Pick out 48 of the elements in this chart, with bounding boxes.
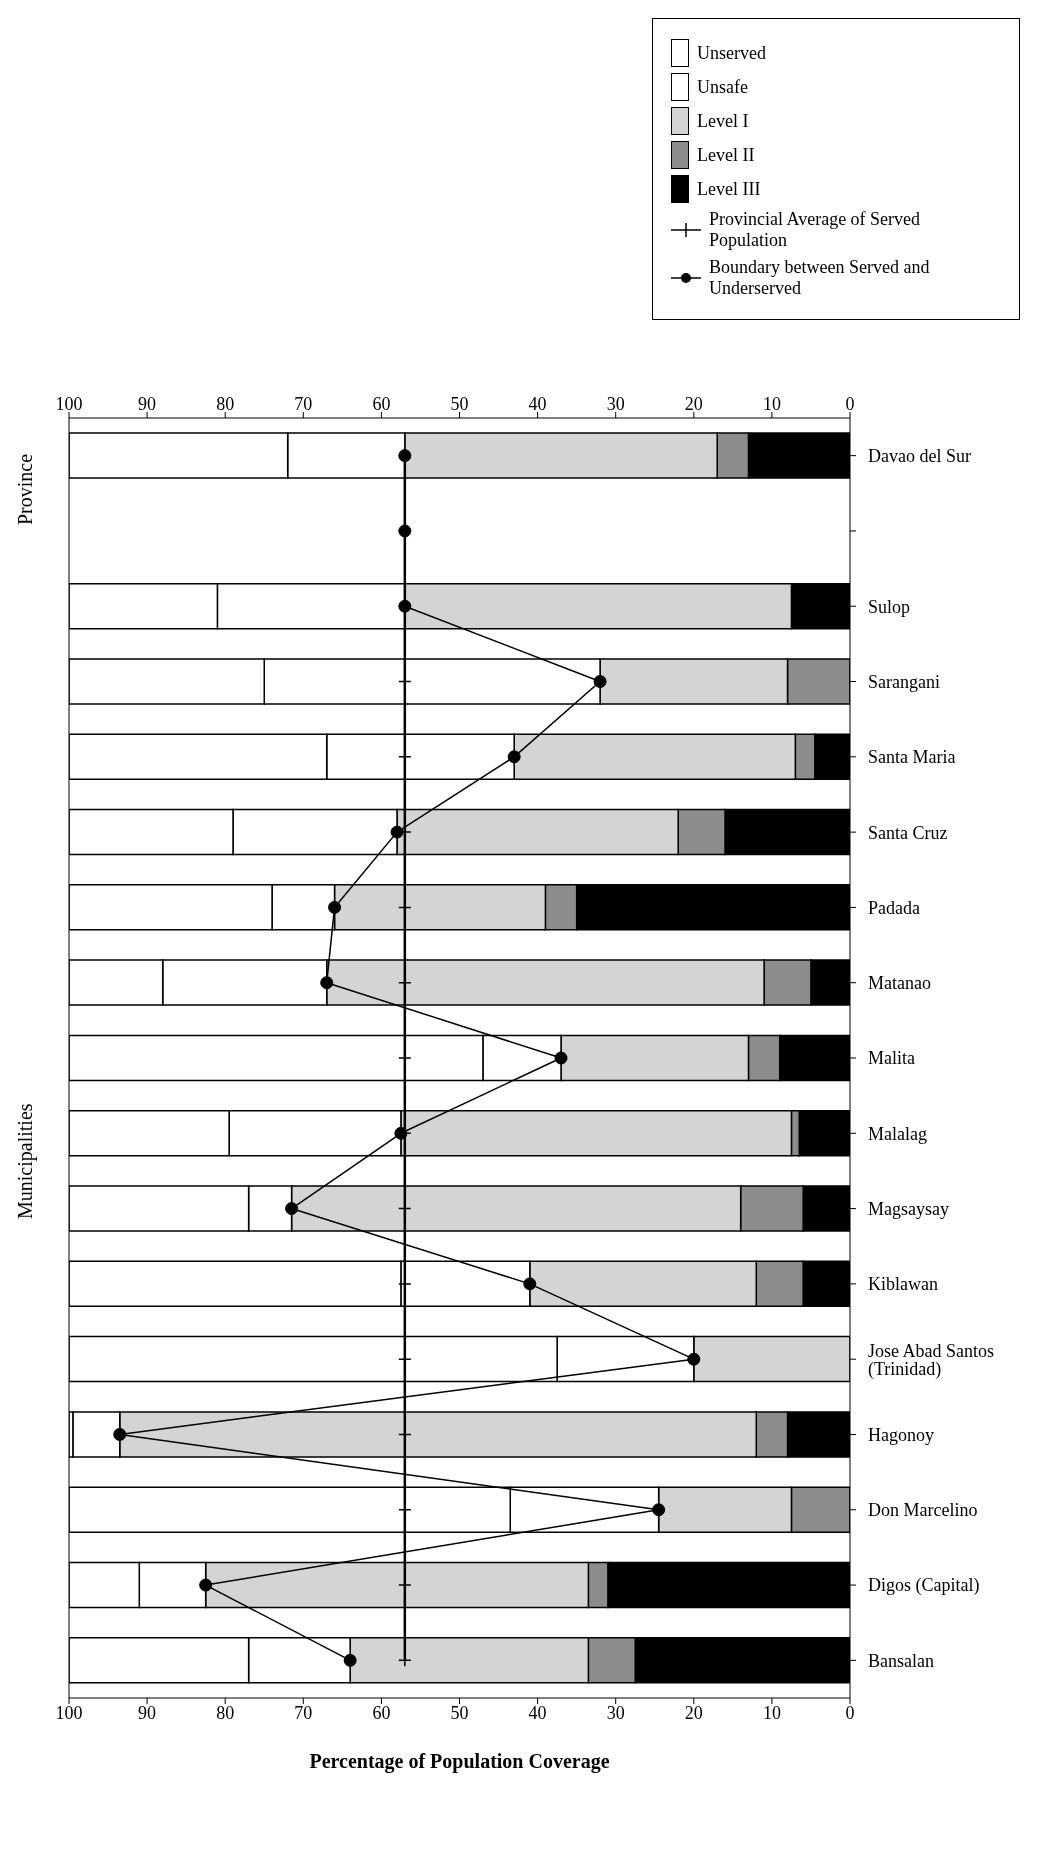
y-tick-label: Magsaysay — [868, 1198, 949, 1219]
y-tick-label: Matanao — [868, 973, 931, 994]
x2-tick-label: 0 — [845, 394, 855, 414]
x-tick-label: 20 — [684, 1702, 703, 1723]
y-tick-label: Digos (Capital) — [868, 1575, 980, 1597]
x2-tick-label: 100 — [55, 394, 83, 414]
y-tick-label: Davao del Sur — [868, 446, 971, 467]
legend-label: Boundary between Served and Underserved — [709, 257, 931, 299]
x2-tick-label: 90 — [138, 394, 157, 414]
x-tick-label: 50 — [450, 1702, 469, 1723]
legend-label: Level I — [697, 110, 749, 132]
y-tick-label: Jose Abad Santos (Trinidad) — [868, 1340, 994, 1380]
x-tick-label: 80 — [216, 1702, 235, 1723]
y-tick-label: Bansalan — [868, 1650, 934, 1671]
legend-label: Level III — [697, 178, 761, 200]
x-tick-label: 30 — [606, 1702, 625, 1723]
y-tick-label: Malita — [868, 1048, 915, 1069]
legend-label: Unserved — [697, 42, 766, 64]
x2-tick-label: 20 — [684, 394, 703, 414]
y-tick-label: Hagonoy — [868, 1424, 934, 1445]
x2-tick-label: 70 — [294, 394, 313, 414]
x2-tick-label: 60 — [372, 394, 391, 414]
y-tick-label: Don Marcelino — [868, 1500, 978, 1521]
text: Province — [14, 453, 37, 526]
x-tick-label: 10 — [762, 1702, 781, 1723]
y-tick-label: Sarangani — [868, 671, 940, 692]
x2-tick-label: 10 — [762, 394, 781, 414]
x-tick-label: 100 — [55, 1702, 83, 1723]
y-tick-label: Kiblawan — [868, 1274, 938, 1295]
legend-label: Level II — [697, 144, 755, 166]
x2-tick-label: 80 — [216, 394, 235, 414]
text: Municipalities — [14, 1103, 37, 1219]
x-tick-label: 60 — [372, 1702, 391, 1723]
x2-tick-label: 30 — [606, 394, 625, 414]
legend-label: Provincial Average of Served Population — [709, 209, 922, 251]
legend-label: Unsafe — [697, 76, 748, 98]
y-tick-label: Santa Maria — [868, 747, 956, 768]
x-tick-label: 90 — [138, 1702, 157, 1723]
y-tick-label: Santa Cruz — [868, 822, 948, 843]
x-axis-title: Percentage of Population Coverage — [309, 1750, 610, 1773]
x-tick-label: 0 — [845, 1702, 855, 1723]
y-tick-label: Malalag — [868, 1123, 927, 1144]
y-tick-label: Sulop — [868, 596, 911, 617]
x-tick-label: 70 — [294, 1702, 313, 1723]
x2-tick-label: 40 — [528, 394, 547, 414]
x2-tick-label: 50 — [450, 394, 469, 414]
y-tick-label: Padada — [868, 897, 920, 918]
x-tick-label: 40 — [528, 1702, 547, 1723]
